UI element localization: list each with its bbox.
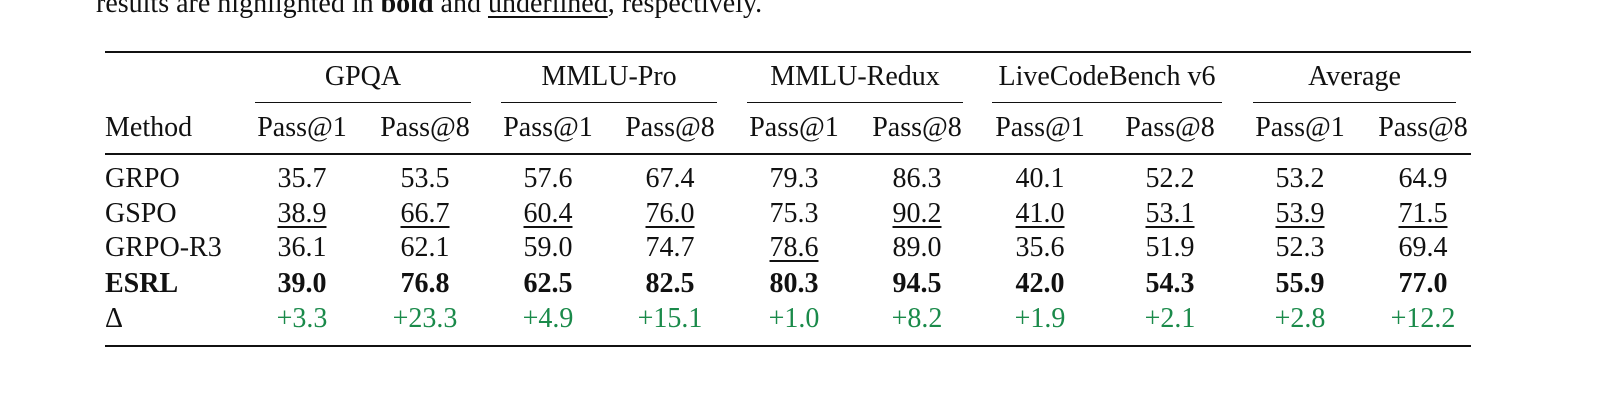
- row-label: GSPO: [105, 198, 177, 229]
- cell: 59.0: [523, 232, 573, 263]
- cell: 82.5: [645, 268, 695, 299]
- cell: 86.3: [892, 163, 942, 194]
- cell: 35.7: [277, 163, 327, 194]
- cell: +1.9: [1014, 303, 1066, 334]
- group-header: LiveCodeBench v6: [998, 61, 1216, 92]
- cell: +15.1: [637, 303, 703, 334]
- group-header: Average: [1308, 61, 1401, 92]
- cell: 76.0: [645, 198, 695, 229]
- cell: 77.0: [1398, 268, 1448, 299]
- row-label: GRPO-R3: [105, 232, 222, 263]
- cell: 62.1: [400, 232, 450, 263]
- cell: 40.1: [1015, 163, 1065, 194]
- cell: +23.3: [392, 303, 458, 334]
- cell: 42.0: [1015, 268, 1065, 299]
- cell: 35.6: [1015, 232, 1065, 263]
- cell: +2.8: [1274, 303, 1326, 334]
- cell: +4.9: [522, 303, 574, 334]
- column-header: Pass@1: [995, 112, 1085, 143]
- caption: results are highlighted in bold and unde…: [96, 0, 762, 20]
- cell: 57.6: [523, 163, 573, 194]
- cell: 66.7: [400, 198, 450, 229]
- cell: +2.1: [1144, 303, 1196, 334]
- cell: 36.1: [277, 232, 327, 263]
- row-label: GRPO: [105, 163, 180, 194]
- cell: 75.3: [769, 198, 819, 229]
- caption-bold: bold: [380, 0, 434, 19]
- group-header: MMLU-Pro: [541, 61, 677, 92]
- column-header: Pass@1: [257, 112, 347, 143]
- cell: 38.9: [277, 198, 327, 229]
- cell: 80.3: [769, 268, 819, 299]
- group-rule: [992, 102, 1222, 103]
- caption-text: results are highlighted in: [96, 0, 381, 19]
- caption-text: and: [433, 0, 488, 19]
- column-header: Pass@8: [1378, 112, 1468, 143]
- group-header: MMLU-Redux: [770, 61, 940, 92]
- group-rule: [747, 102, 963, 103]
- column-header: Pass@1: [749, 112, 839, 143]
- cell: 53.9: [1275, 198, 1325, 229]
- cell: +8.2: [891, 303, 943, 334]
- caption-underlined: underlined: [487, 0, 608, 19]
- cell: 90.2: [892, 198, 942, 229]
- cell: 64.9: [1398, 163, 1448, 194]
- column-header: Pass@1: [1255, 112, 1345, 143]
- bottom-rule: [105, 345, 1471, 347]
- cell: +1.0: [768, 303, 820, 334]
- cell: 89.0: [892, 232, 942, 263]
- group-rule: [255, 102, 471, 103]
- group-header: GPQA: [324, 61, 402, 92]
- cell: 67.4: [645, 163, 695, 194]
- cell: +12.2: [1390, 303, 1456, 334]
- cell: 55.9: [1275, 268, 1325, 299]
- cell: 54.3: [1145, 268, 1195, 299]
- cell: 39.0: [277, 268, 327, 299]
- cell: 71.5: [1398, 198, 1448, 229]
- row-label: ESRL: [105, 268, 179, 299]
- cell: 69.4: [1398, 232, 1448, 263]
- cell: 94.5: [892, 268, 942, 299]
- cell: 76.8: [400, 268, 450, 299]
- cell: 79.3: [769, 163, 819, 194]
- cell: 53.2: [1275, 163, 1325, 194]
- caption-text: , respectively.: [607, 0, 763, 19]
- top-rule: [105, 51, 1471, 53]
- group-rule: [501, 102, 717, 103]
- cell: 74.7: [645, 232, 695, 263]
- column-header: Pass@8: [380, 112, 470, 143]
- cell: 53.5: [400, 163, 450, 194]
- mid-rule: [105, 153, 1471, 155]
- cell: 53.1: [1145, 198, 1195, 229]
- group-rule: [1253, 102, 1456, 103]
- cell: 52.2: [1145, 163, 1195, 194]
- cell: 60.4: [523, 198, 573, 229]
- cell: 62.5: [523, 268, 573, 299]
- column-header: Pass@1: [503, 112, 593, 143]
- column-header: Pass@8: [1125, 112, 1215, 143]
- cell: 41.0: [1015, 198, 1065, 229]
- cell: 51.9: [1145, 232, 1195, 263]
- cell: +3.3: [276, 303, 328, 334]
- column-header: Pass@8: [872, 112, 962, 143]
- column-header: Pass@8: [625, 112, 715, 143]
- column-header: Method: [105, 112, 193, 143]
- cell: 52.3: [1275, 232, 1325, 263]
- cell: 78.6: [769, 232, 819, 263]
- row-label: Δ: [105, 303, 124, 334]
